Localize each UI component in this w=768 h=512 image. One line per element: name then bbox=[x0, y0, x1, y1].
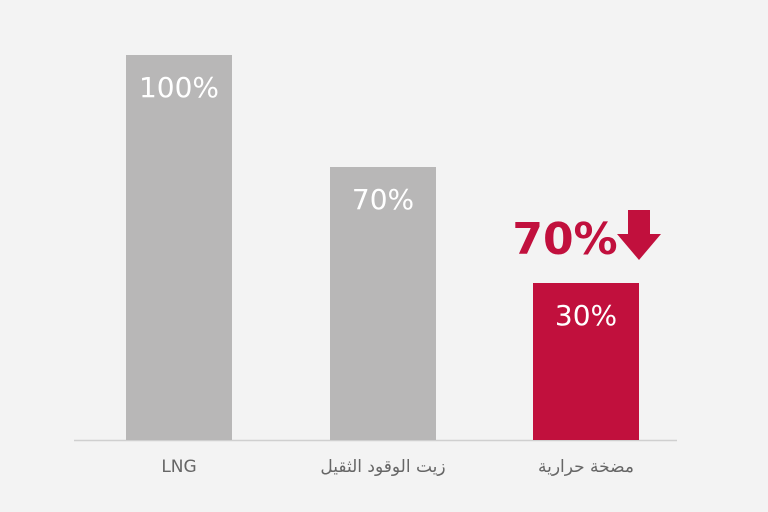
bar-3 bbox=[533, 283, 639, 440]
reduction-annotation: 70% bbox=[512, 214, 617, 265]
data-label: 100% bbox=[139, 71, 219, 104]
category-label: LNG bbox=[161, 457, 196, 477]
arrow-down-icon bbox=[617, 210, 661, 260]
data-label: 70% bbox=[352, 183, 414, 216]
category-label: زيت الوقود الثقيل bbox=[320, 457, 445, 477]
bar-2 bbox=[330, 167, 436, 440]
category-label: مضخة حرارية bbox=[538, 457, 634, 477]
data-label: 30% bbox=[555, 299, 617, 332]
bar-1 bbox=[126, 55, 232, 440]
